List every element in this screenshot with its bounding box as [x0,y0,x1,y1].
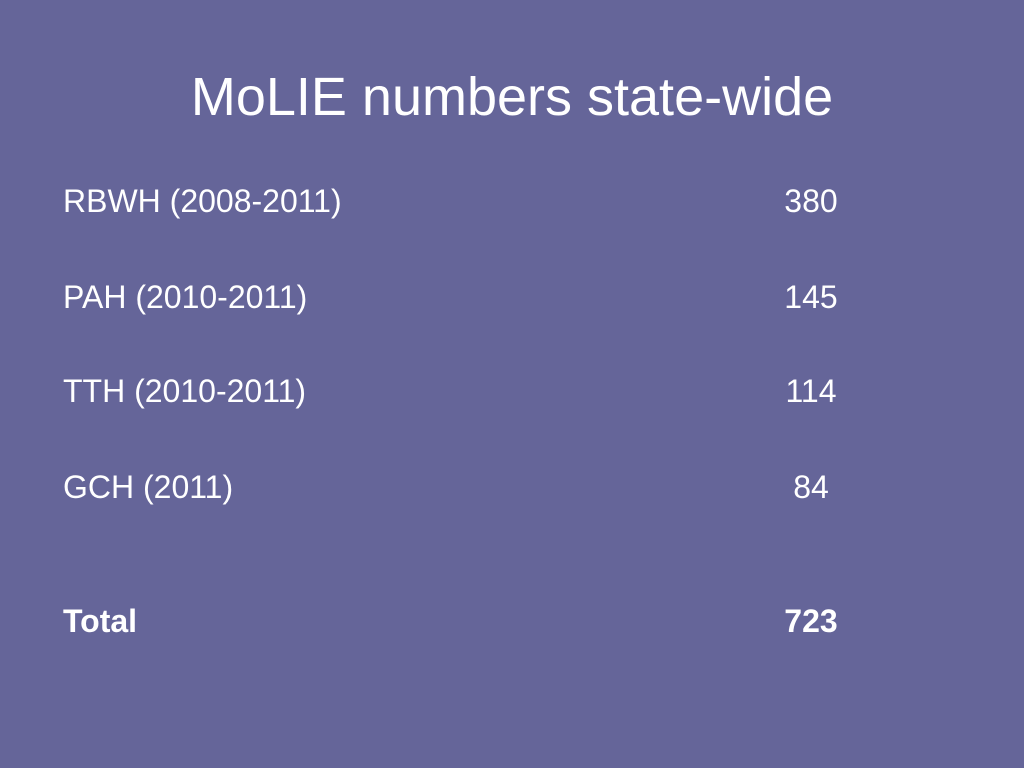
row-label: GCH (2011) [63,469,234,505]
table-row: GCH (2011) 84 [0,467,1024,507]
slide-title: MoLIE numbers state-wide [190,67,834,127]
table-row: PAH (2010-2011) 145 [0,277,1024,317]
total-value: 723 [784,603,838,639]
table-row: RBWH (2008-2011) 380 [0,181,1024,221]
row-value: 84 [793,469,829,505]
row-label: RBWH (2008-2011) [63,183,342,219]
row-label: TTH (2010-2011) [63,373,307,409]
row-label: PAH (2010-2011) [63,279,308,315]
row-value: 380 [784,183,838,219]
total-row: Total 723 [0,601,1024,641]
total-label: Total [63,603,138,639]
row-value: 114 [785,373,837,409]
table-row: TTH (2010-2011) 114 [0,371,1024,411]
row-value: 145 [784,279,838,315]
